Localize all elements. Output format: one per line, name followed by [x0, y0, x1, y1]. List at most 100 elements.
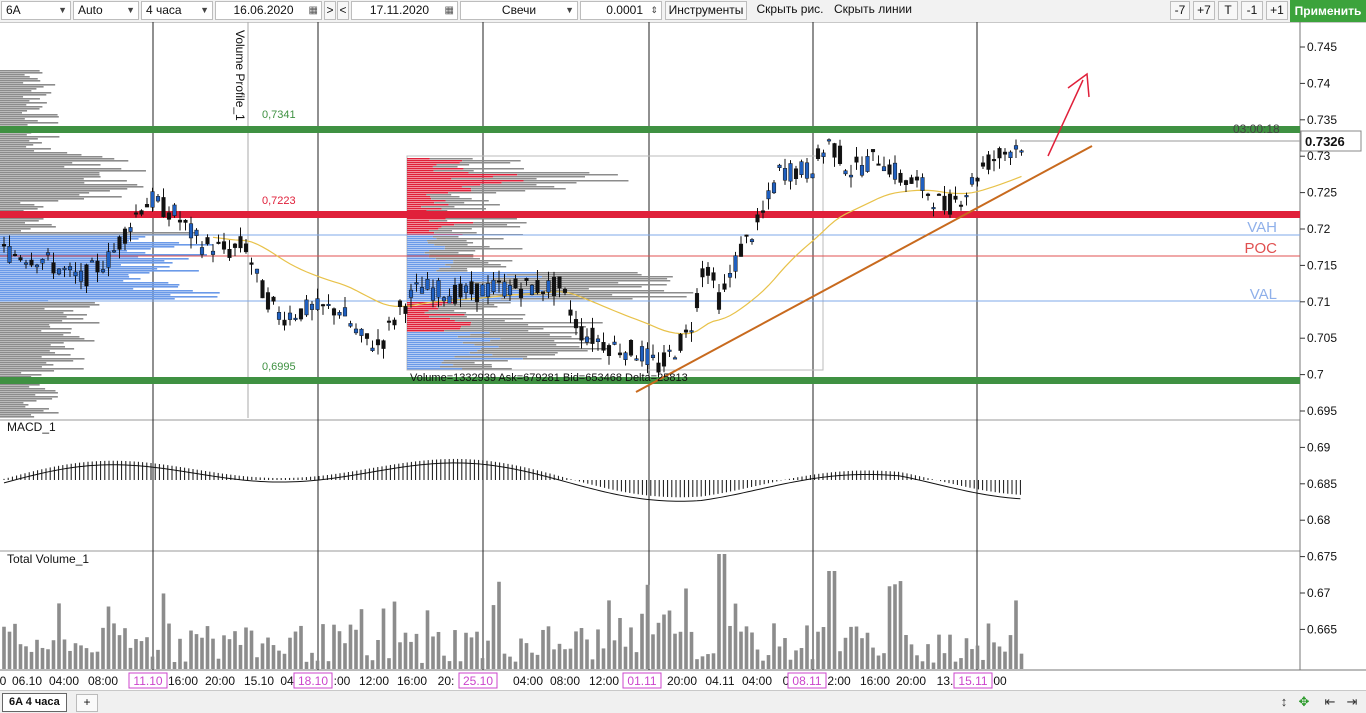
profile-row-bid [407, 338, 501, 340]
profile-row-ask [434, 232, 477, 234]
profile-row-bid [407, 320, 455, 322]
plus7-button[interactable]: +7 [1193, 1, 1215, 20]
tick-size-stepper[interactable]: 0.0001 ⇕ [580, 1, 662, 20]
profile-row-ask [434, 244, 468, 246]
candle-body [903, 180, 909, 185]
candle-body [375, 339, 381, 346]
profile-row-ask [480, 184, 537, 186]
apply-button[interactable]: Применить [1290, 0, 1366, 22]
date-from-field[interactable]: 16.06.2020 ▦ [215, 1, 322, 20]
profile-row-ask [436, 306, 498, 308]
profile-row [0, 138, 38, 140]
profile-row [0, 124, 28, 126]
chart-canvas[interactable]: 0,7341 0,7223 0,6995 VAH POC VAL Volume=… [0, 22, 1366, 690]
profile-row [0, 188, 128, 190]
candle-body [348, 323, 353, 327]
profile-row-bid [407, 268, 440, 270]
profile-row [0, 150, 35, 152]
profile-row-bid [407, 332, 490, 334]
instruments-button[interactable]: Инструменты [665, 1, 747, 20]
candle-body [122, 228, 128, 244]
candle-body [128, 227, 133, 232]
forecast-arrow[interactable] [1047, 79, 1084, 157]
profile-row-ask [492, 354, 556, 356]
add-tab-button[interactable]: + [76, 694, 98, 712]
chart-area[interactable]: 0,7341 0,7223 0,6995 VAH POC VAL Volume=… [0, 22, 1366, 690]
scroll-left-icon[interactable]: ⇤ [1324, 694, 1336, 709]
level-line-middle[interactable] [0, 211, 1300, 218]
volume-bar [530, 652, 534, 669]
candle-body [854, 156, 859, 163]
profile-row-bid [407, 356, 455, 358]
profile-row-bid [407, 306, 437, 308]
profile-row [0, 184, 138, 186]
profile-row-bid [407, 270, 437, 272]
resize-icon[interactable]: ↕ [1280, 694, 1288, 709]
plus1-button[interactable]: +1 [1266, 1, 1288, 20]
date-to-field[interactable]: 17.11.2020 ▦ [351, 1, 458, 20]
t-button[interactable]: T [1218, 1, 1238, 20]
profile-row-ask [454, 356, 528, 358]
profile-row [0, 310, 74, 312]
profile-row-ask [522, 358, 602, 360]
volume-bar [178, 638, 182, 669]
scale-select[interactable]: Auto ▼ [73, 1, 139, 20]
volume-bar [656, 622, 661, 669]
time-label: 16:00 [168, 674, 198, 688]
profile-row-ask [523, 180, 629, 182]
trend-line[interactable] [635, 145, 1093, 393]
symbol-select[interactable]: 6A ▼ [1, 1, 71, 20]
profile-row-bid [407, 160, 463, 162]
level-line-bottom[interactable] [0, 377, 1300, 384]
profile-row-bid [407, 198, 432, 200]
profile-row-bid [407, 284, 510, 286]
chart-type-select[interactable]: Свечи ▼ [460, 1, 578, 20]
expand-icon[interactable]: ✥ [1298, 694, 1310, 709]
price-tick-label: 0.745 [1307, 40, 1337, 54]
hide-lines-button[interactable]: Скрыть линии [833, 2, 913, 16]
candle-body [909, 177, 914, 184]
volume-bar [315, 660, 320, 669]
profile-row [0, 84, 56, 86]
level-line-top[interactable] [0, 126, 1300, 133]
candle-body [744, 234, 749, 237]
price-tick-label: 0.74 [1307, 76, 1331, 90]
date-highlight-box [787, 672, 827, 689]
volume-bar [354, 629, 358, 669]
candle-body [617, 352, 623, 356]
volume-title: Total Volume_1 [7, 552, 89, 566]
toolbar: 6A ▼ Auto ▼ 4 часа ▼ 16.06.2020 ▦ > < 17… [0, 0, 1366, 23]
minus7-button[interactable]: -7 [1170, 1, 1190, 20]
profile-row-ask [543, 290, 665, 292]
chart-tab[interactable]: 6A 4 часа [2, 693, 67, 712]
poc-label: POC [1244, 240, 1277, 257]
profile-row-bid [407, 186, 462, 188]
volume-bar [497, 581, 501, 669]
scroll-right-icon[interactable]: ⇥ [1346, 694, 1358, 709]
profile-row [0, 246, 175, 248]
profile-row [0, 360, 74, 362]
candle-body [23, 262, 29, 265]
timeframe-select[interactable]: 4 часа ▼ [141, 1, 213, 20]
price-axis[interactable]: 0.7450.740.7350.730.7250.720.7150.710.70… [1300, 40, 1337, 636]
time-axis[interactable]: 0 06.10 04:00 08:00 11.10 16:00 20:00 15.10 04 18… [0, 672, 1007, 689]
profile-row [0, 156, 103, 158]
profile-row-bid [407, 236, 433, 238]
minus1-button[interactable]: -1 [1241, 1, 1263, 20]
hide-drawings-button[interactable]: Скрыть рис. [756, 2, 824, 16]
profile-row [0, 390, 56, 392]
candle-body [485, 283, 491, 297]
profile-row [0, 302, 95, 304]
stepper-icon[interactable]: ⇕ [650, 5, 658, 15]
profile-row-ask [432, 166, 458, 168]
level-label-middle: 0,7223 [262, 195, 296, 207]
nav-prev-button[interactable]: < [337, 1, 349, 20]
profile-row-bid [407, 346, 499, 348]
candle-body [326, 303, 331, 306]
profile-row-bid [407, 294, 488, 296]
profile-row-ask [498, 346, 580, 348]
profile-row-bid [407, 344, 475, 346]
volume-bar [73, 643, 78, 669]
volume-bar [392, 601, 397, 669]
nav-next-button[interactable]: > [324, 1, 336, 20]
